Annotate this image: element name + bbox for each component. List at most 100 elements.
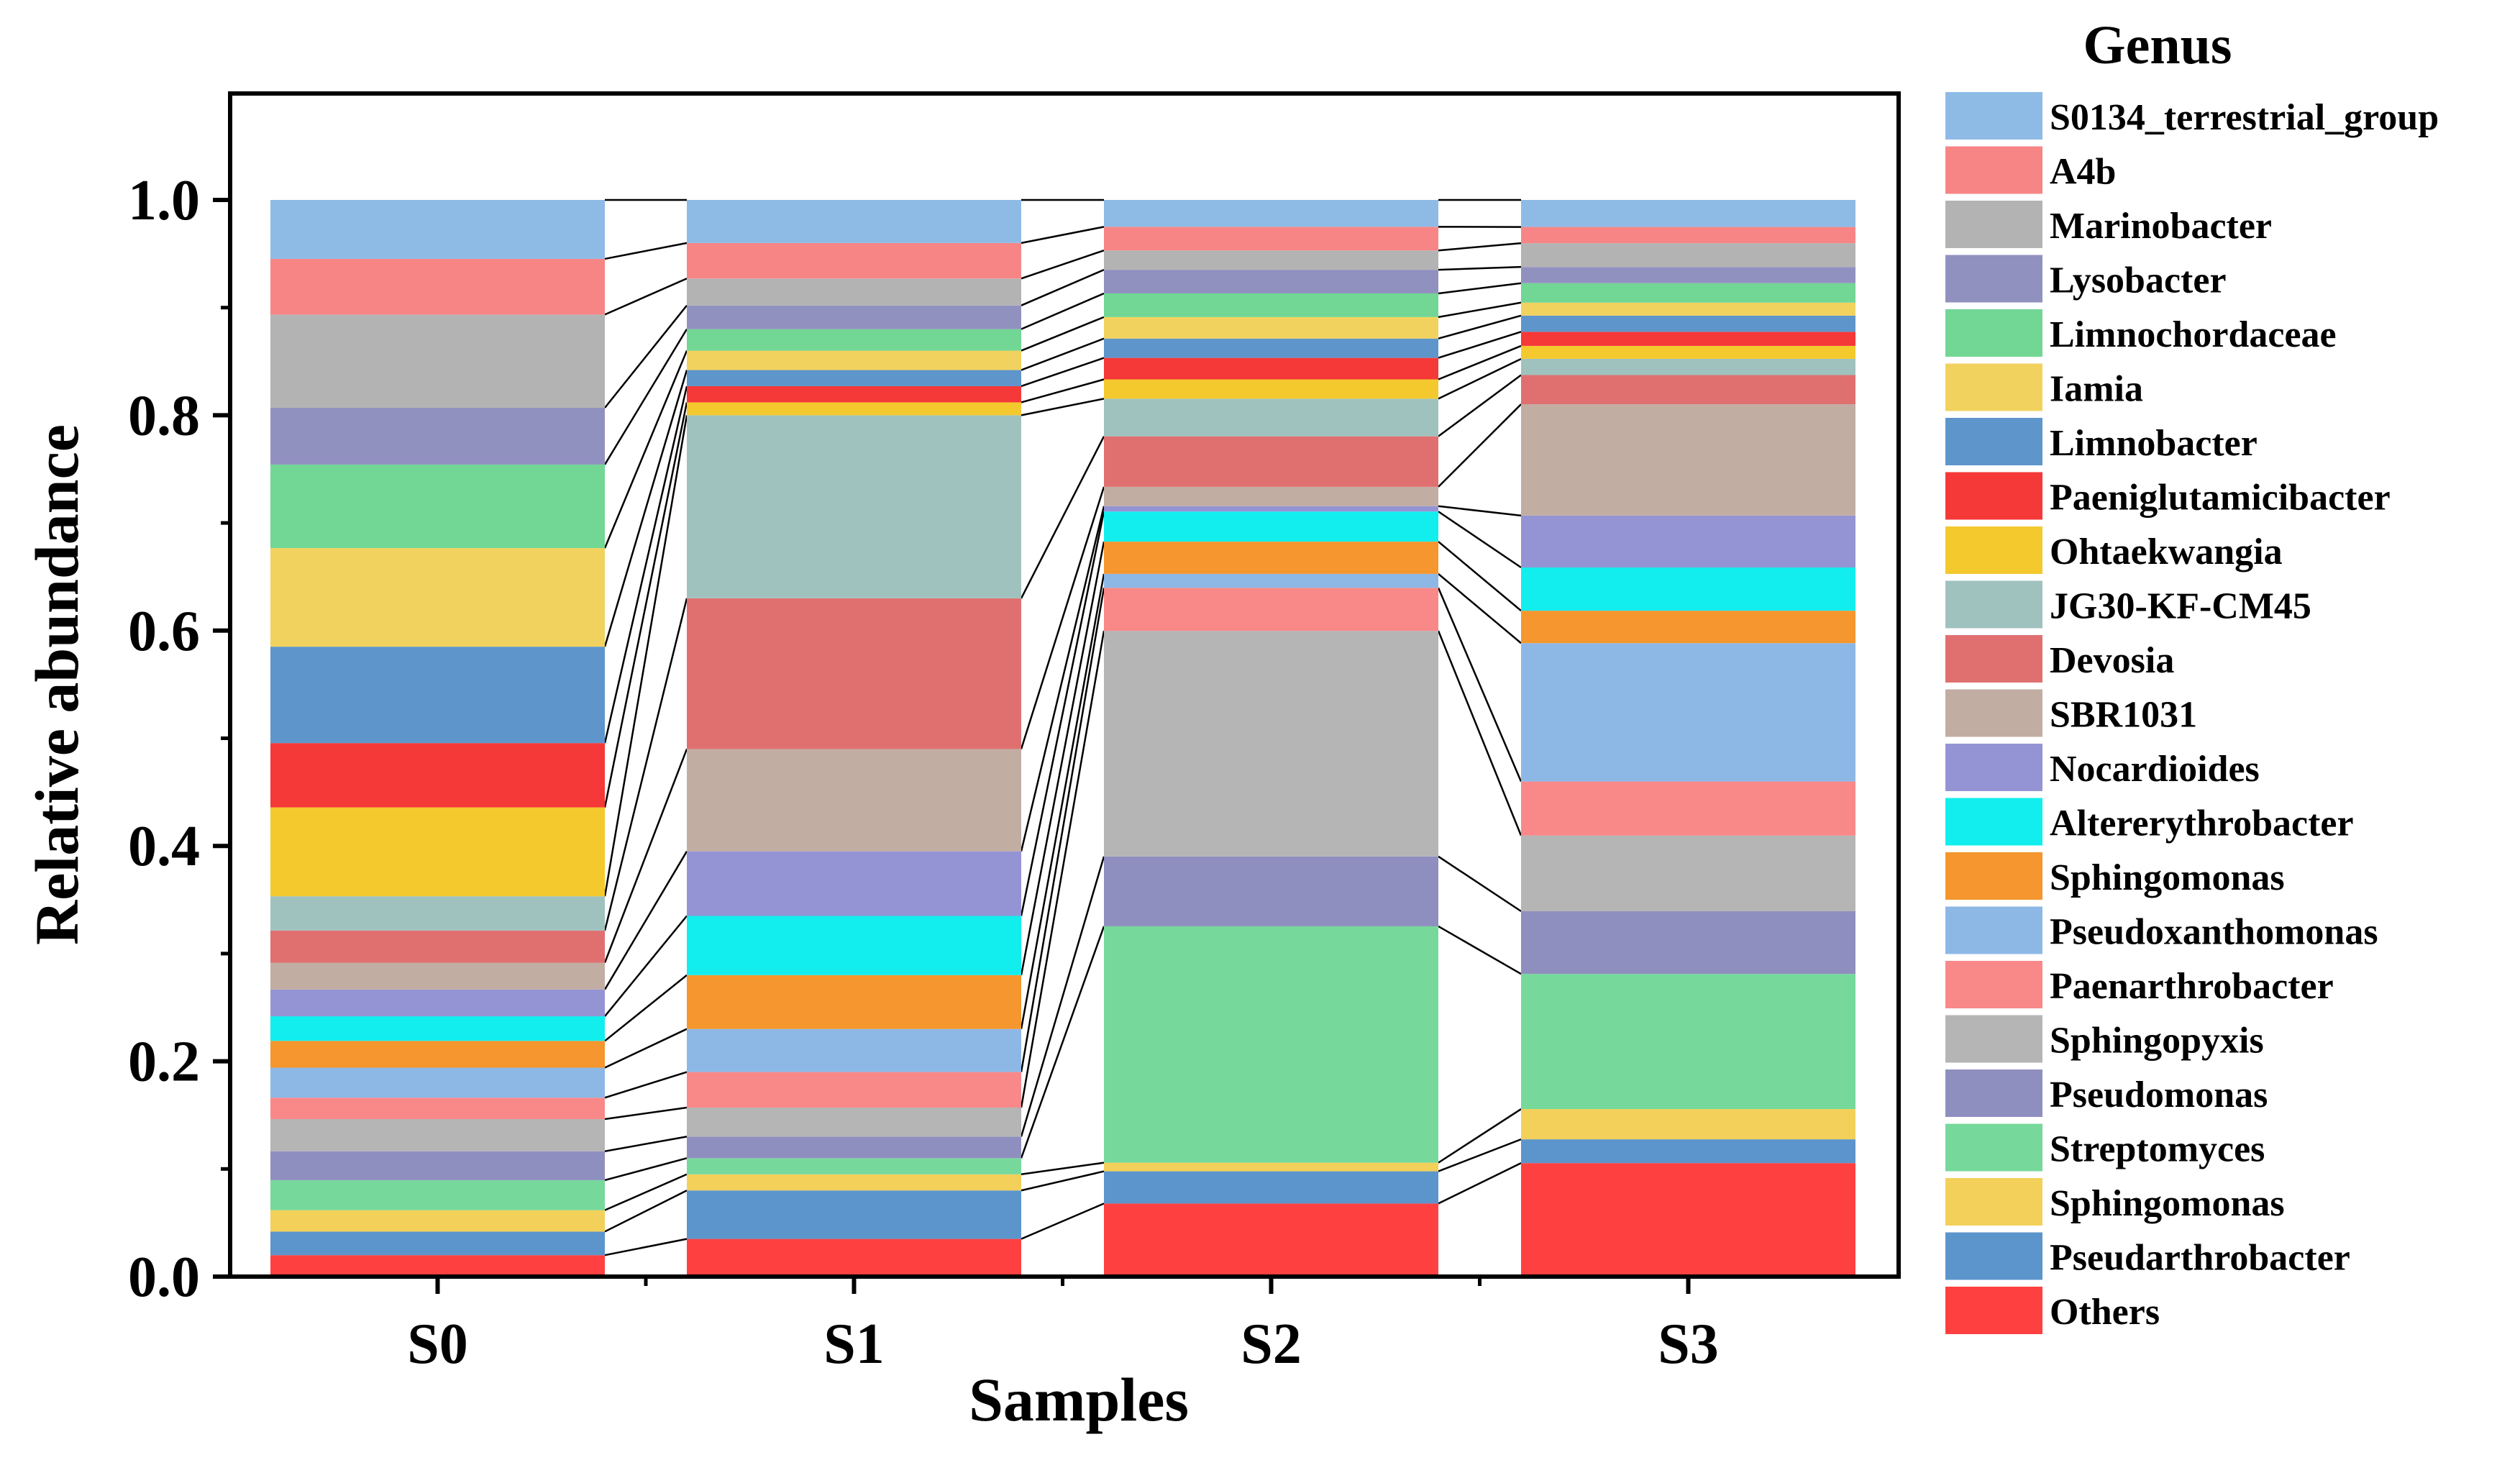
connector-1-11 (1020, 486, 1105, 749)
bar-segment-S0-20 (270, 314, 605, 408)
x-tick-label-S3: S3 (1658, 1313, 1719, 1376)
bar-segment-S3-5 (1521, 835, 1855, 911)
legend-swatch (1945, 906, 2042, 954)
legend-swatch (1945, 1015, 2042, 1063)
bar-segment-S1-6 (687, 1072, 1021, 1108)
connector-1-7 (1020, 573, 1105, 1029)
bar-segment-S2-12 (1104, 436, 1438, 487)
connector-2-11 (1438, 403, 1522, 488)
connector-1-4 (1020, 856, 1105, 1137)
connector-2-12 (1438, 374, 1522, 437)
connector-2-16 (1438, 314, 1522, 339)
bar-segment-S3-3 (1521, 974, 1855, 1110)
y-tick-label: 0.0 (128, 1246, 200, 1309)
bar-segment-S0-13 (270, 896, 605, 931)
bar-segment-S3-1 (1521, 1139, 1855, 1164)
bar-segment-S1-1 (687, 1190, 1021, 1239)
legend-swatch (1945, 744, 2042, 791)
bar-segment-S3-20 (1521, 243, 1855, 268)
bar-segment-S0-17 (270, 548, 605, 647)
bar-segment-S2-15 (1104, 357, 1438, 380)
connector-1-2 (1021, 1162, 1105, 1176)
bar-segment-S1-7 (687, 1028, 1021, 1072)
connector-2-18 (1438, 282, 1522, 295)
bar-segment-S0-7 (270, 1067, 605, 1098)
legend-swatch (1945, 798, 2042, 846)
bar-segment-S3-15 (1521, 332, 1855, 346)
connector-0-21 (604, 242, 688, 260)
connector-2-4 (1438, 855, 1522, 913)
bar-segment-S0-16 (270, 647, 605, 744)
legend-swatch (1945, 526, 2042, 574)
connector-0-9 (604, 915, 688, 1017)
legend-swatch (1945, 418, 2042, 465)
bar-segment-S3-21 (1521, 227, 1855, 244)
bar-segment-S0-5 (270, 1119, 605, 1151)
legend-label: Marinobacter (2050, 206, 2272, 247)
bar-segment-S3-2 (1521, 1109, 1855, 1140)
bar-segment-S0-3 (270, 1180, 605, 1210)
bar-segment-S2-1 (1104, 1171, 1438, 1204)
connector-1-1 (1021, 1170, 1105, 1192)
connector-0-2 (604, 1173, 688, 1211)
bar-segment-S0-6 (270, 1098, 605, 1120)
connector-2-6 (1437, 587, 1522, 783)
bar-segment-S3-17 (1521, 302, 1855, 316)
connector-0-5 (604, 1106, 688, 1121)
legend-swatch (1945, 689, 2042, 737)
y-axis: 0.0 0.2 0.4 0.6 0.8 1.0 (128, 169, 230, 1309)
bar-segment-S1-8 (687, 975, 1021, 1029)
bar-segment-S2-7 (1104, 573, 1438, 588)
legend-label: Sphingopyxis (2050, 1021, 2264, 1062)
bar-segment-S2-8 (1104, 542, 1438, 574)
connector-1-9 (1020, 511, 1105, 916)
connector-1-19 (1021, 268, 1105, 306)
bar-segment-S0-11 (270, 962, 605, 990)
connector-1-3 (1020, 926, 1105, 1159)
y-tick-label: 0.8 (128, 384, 200, 447)
legend-swatch (1945, 363, 2042, 411)
legend-swatch (1945, 961, 2042, 1008)
connector-0-19 (604, 304, 688, 409)
bar-segment-S3-4 (1521, 911, 1855, 975)
bar-segment-S1-15 (687, 385, 1021, 403)
bar-segment-S2-9 (1104, 511, 1438, 542)
legend-label: Pseudoxanthomonas (2050, 912, 2378, 953)
bar-segment-S1-16 (687, 370, 1021, 386)
bar-segment-S1-5 (687, 1107, 1021, 1137)
legend-label: Limnochordaceae (2050, 314, 2337, 355)
legend-swatch (1945, 146, 2042, 194)
bar-segment-S1-0 (687, 1238, 1021, 1277)
bar-segment-S0-2 (270, 1210, 605, 1232)
legend-swatch (1945, 635, 2042, 683)
connector-0-10 (603, 851, 688, 990)
connector-0-18 (603, 328, 688, 465)
legend-swatch (1945, 1232, 2042, 1280)
connector-2-13 (1438, 357, 1522, 400)
bar-segment-S1-2 (687, 1174, 1021, 1191)
bar-segment-S2-4 (1104, 856, 1438, 926)
legend-swatch (1945, 1287, 2042, 1334)
y-tick-label: 1.0 (128, 169, 200, 232)
bar-segment-S3-18 (1521, 283, 1855, 303)
connector-2-19 (1438, 265, 1522, 271)
bar-segment-S2-17 (1104, 316, 1438, 339)
connector-1-10 (1020, 506, 1105, 852)
legend-label: Others (2050, 1292, 2160, 1333)
bar-segment-S3-0 (1521, 1163, 1855, 1277)
bar-segment-S3-22 (1521, 200, 1855, 227)
bar-segment-S2-11 (1104, 486, 1438, 506)
legend-swatch (1945, 580, 2042, 629)
bar-segment-S1-13 (687, 415, 1021, 598)
bar-segment-S2-3 (1104, 926, 1438, 1163)
connector-2-20 (1438, 242, 1522, 252)
legend-swatch (1945, 255, 2042, 303)
x-axis-title: Samples (969, 1365, 1189, 1434)
connector-2-5 (1437, 630, 1522, 836)
bar-segment-S0-18 (270, 464, 605, 549)
connector-2-10 (1438, 505, 1522, 517)
legend-label: Pseudomonas (2050, 1075, 2268, 1115)
connector-0-13 (603, 415, 688, 897)
connector-0-20 (604, 278, 688, 316)
bar-segment-S0-10 (270, 989, 605, 1017)
